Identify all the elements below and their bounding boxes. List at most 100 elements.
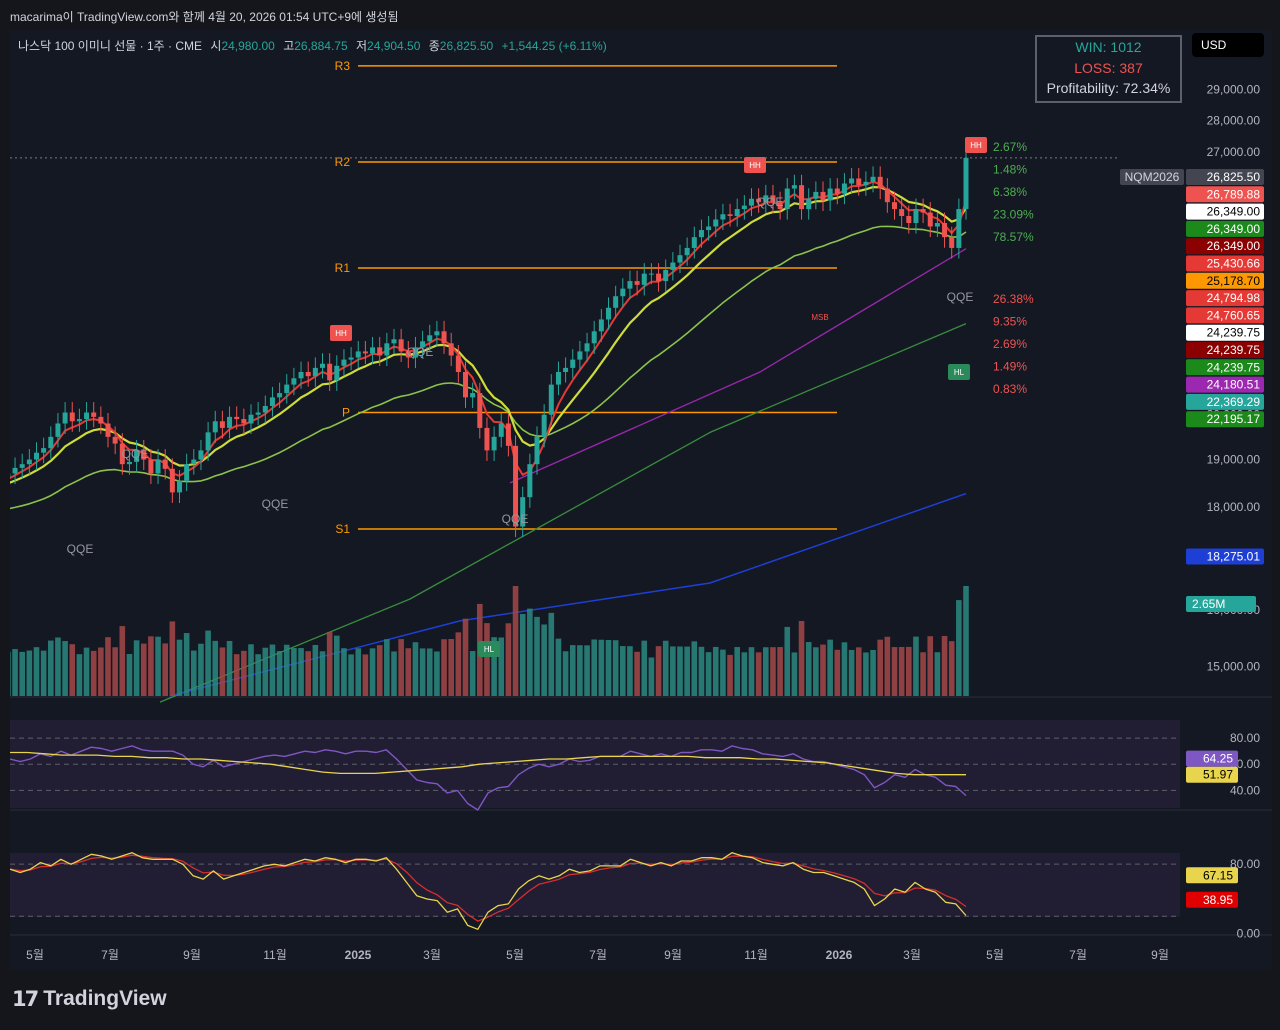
volume-bar — [913, 636, 919, 696]
candle-body — [670, 262, 676, 270]
candle-body — [749, 198, 754, 206]
volume-bar — [677, 646, 683, 696]
volume-bar — [376, 645, 383, 696]
candle-body — [513, 445, 519, 527]
candle-body — [412, 347, 418, 358]
price-label-text: 26,349.00 — [1207, 205, 1261, 219]
candle-body — [949, 237, 955, 248]
volume-bar — [605, 639, 612, 696]
volume-bar — [105, 637, 111, 696]
stoch-k-line — [10, 852, 967, 930]
chart-canvas[interactable]: 29,000.0028,000.0027,000.0020,000.0019,0… — [10, 30, 1272, 970]
volume-bar — [291, 648, 297, 696]
price-label-text: 22,369.29 — [1207, 395, 1261, 409]
volume-bar — [956, 600, 962, 696]
candle-body — [327, 363, 333, 381]
candle-body — [741, 205, 747, 210]
swing-marker-text: HH — [970, 141, 982, 150]
time-tick-label: 9월 — [183, 948, 201, 962]
stoch-k-last-tag — [1186, 867, 1238, 884]
price-label-text: 26,349.00 — [1207, 222, 1261, 236]
volume-bar — [76, 654, 83, 696]
volume-bar — [362, 654, 369, 696]
higher-low-marker — [948, 364, 970, 380]
candle-body — [212, 421, 218, 433]
candle-body — [155, 459, 161, 474]
volume-bar — [69, 644, 76, 696]
price-label-tag — [1186, 290, 1264, 307]
candle-body — [784, 188, 790, 210]
higher-low-marker — [478, 641, 500, 657]
time-tick-label: 2026 — [826, 948, 853, 962]
qqe-label: QQE — [407, 345, 434, 359]
volume-bar — [784, 626, 791, 696]
candle-body — [520, 497, 526, 527]
time-tick-label: 11월 — [263, 948, 287, 962]
candle-body — [606, 307, 611, 320]
candle-body — [269, 397, 275, 406]
candle-body — [713, 219, 719, 227]
volume-bar — [398, 639, 404, 696]
candle-body — [491, 436, 497, 451]
volume-bar — [612, 640, 619, 696]
symbol-title[interactable]: 나스닥 100 이미니 선물 · 1주 · CME — [18, 39, 203, 53]
volume-bar — [691, 641, 698, 696]
price-label-tag — [1186, 411, 1264, 428]
candle-body — [277, 393, 283, 398]
price-label-text: 24,239.75 — [1207, 326, 1261, 340]
candle-body — [899, 209, 905, 216]
candle-body — [841, 183, 847, 194]
price-label-text: 24,760.65 — [1207, 308, 1261, 322]
pivot-label: S1 — [335, 522, 350, 536]
candle-body — [849, 178, 855, 184]
time-tick-label: 7월 — [101, 948, 119, 962]
pivot-label: R1 — [335, 261, 351, 275]
volume-bar — [791, 652, 798, 696]
candle-body — [305, 372, 311, 377]
currency-button[interactable]: USD — [1192, 33, 1264, 57]
swing-marker-text: HL — [484, 645, 495, 654]
price-label-text: 18,275.01 — [1207, 550, 1261, 564]
volume-bar — [684, 646, 690, 696]
volume-bar — [341, 648, 347, 696]
price-tick-label: 15,000.00 — [1207, 659, 1261, 673]
candle-body — [91, 412, 97, 417]
price-label-text: 24,239.75 — [1207, 343, 1261, 357]
volume-bar — [705, 652, 712, 696]
tradingview-logo[interactable]: 17 TradingView — [12, 987, 167, 1011]
candle-body — [284, 384, 290, 394]
candle-body — [169, 468, 175, 493]
candle-body — [820, 191, 826, 201]
volume-bar — [820, 644, 826, 696]
candle-body — [241, 419, 247, 424]
volume-bar — [148, 636, 154, 696]
volume-bar — [720, 649, 726, 696]
candle-body — [920, 209, 926, 213]
msb-label: MSB — [811, 313, 828, 322]
candle-body — [119, 443, 125, 465]
volume-bar — [834, 649, 841, 696]
volume-bar — [505, 623, 512, 696]
volume-bar — [934, 652, 941, 696]
candle-body — [870, 176, 876, 182]
volume-bar — [548, 612, 555, 696]
candle-body — [26, 459, 32, 465]
volume-bar — [534, 616, 540, 696]
candle-body — [956, 209, 962, 248]
candle-body — [727, 214, 733, 216]
volume-label-tag — [1186, 596, 1256, 612]
time-tick-label: 7월 — [1069, 948, 1087, 962]
chart-frame[interactable]: 29,000.0028,000.0027,000.0020,000.0019,0… — [10, 30, 1272, 970]
volume-bar — [12, 649, 18, 696]
candle-body — [677, 255, 683, 263]
volume-bar — [627, 646, 633, 696]
volume-bar — [963, 586, 969, 696]
volume-bar — [562, 651, 569, 696]
candle-body — [62, 412, 68, 424]
candle-body — [391, 339, 397, 344]
price-tick-label: 19,000.00 — [1207, 453, 1261, 467]
price-tick-label: 18,000.00 — [1207, 500, 1261, 514]
pivot-label: R3 — [335, 59, 351, 73]
candle-body — [126, 461, 132, 465]
volume-bar — [870, 649, 876, 696]
